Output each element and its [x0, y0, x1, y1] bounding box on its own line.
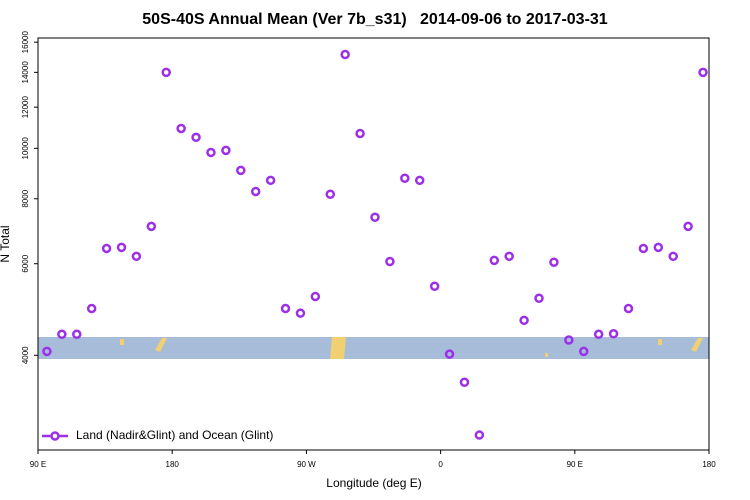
- x-tick-label: 90 E: [30, 460, 46, 469]
- x-tick-label: 180: [166, 460, 180, 469]
- x-tick-label: 90 E: [567, 460, 583, 469]
- land-patch: [545, 353, 548, 357]
- data-point: [489, 255, 500, 266]
- land-mask: [38, 337, 709, 359]
- land-patch: [658, 339, 662, 345]
- data-point: [549, 257, 559, 267]
- data-point: [429, 281, 440, 292]
- chart-title: 50S-40S Annual Mean (Ver 7b_s31) 2014-09…: [142, 11, 608, 28]
- data-point: [340, 49, 350, 60]
- y-tick-label: 14000: [21, 61, 30, 84]
- data-point: [534, 293, 544, 303]
- data-point: [504, 251, 514, 262]
- data-point: [578, 346, 589, 357]
- land-patch: [120, 339, 124, 345]
- data-point: [325, 189, 336, 200]
- land-patch: [155, 338, 167, 352]
- data-point: [593, 329, 604, 340]
- data-point: [57, 329, 67, 340]
- x-axis-label: Longitude (deg E): [326, 476, 421, 490]
- data-point: [474, 430, 485, 440]
- plot-frame: [37, 37, 710, 451]
- y-axis-label: N Total: [0, 225, 12, 262]
- data-point: [191, 132, 201, 143]
- data-point: [236, 165, 246, 176]
- data-point: [280, 303, 291, 314]
- data-point: [698, 67, 708, 78]
- data-point: [459, 377, 470, 388]
- data-point: [519, 315, 529, 326]
- y-tick-label: 12000: [21, 95, 30, 118]
- data-point: [623, 303, 634, 314]
- data-point: [265, 175, 276, 186]
- data-point: [42, 346, 52, 357]
- data-point: [161, 67, 171, 78]
- y-tick-label: 16000: [21, 31, 30, 54]
- data-point: [444, 349, 455, 359]
- x-tick-label: 0: [438, 460, 443, 469]
- data-point: [86, 303, 97, 314]
- data-point: [206, 147, 216, 158]
- data-point: [295, 308, 306, 318]
- data-point: [683, 221, 693, 232]
- y-tick-label: 8000: [21, 189, 30, 207]
- data-point: [355, 128, 365, 139]
- data-point: [638, 243, 649, 254]
- data-point: [400, 173, 410, 183]
- data-point: [564, 335, 574, 345]
- y-tick-label: 6000: [21, 254, 30, 272]
- data-point: [221, 145, 231, 156]
- y-tick-label: 4000: [21, 346, 30, 364]
- land-patch: [691, 338, 703, 352]
- data-point: [250, 186, 261, 197]
- x-tick-label: 90 W: [297, 460, 316, 469]
- data-point: [370, 212, 380, 223]
- data-point: [385, 256, 395, 267]
- data-point: [608, 329, 619, 339]
- x-tick-label: 180: [702, 460, 716, 469]
- data-point: [414, 175, 425, 186]
- data-point: [131, 251, 142, 262]
- legend-marker: [50, 431, 60, 441]
- data-point: [176, 123, 186, 134]
- ocean-band: [38, 337, 709, 359]
- data-point: [72, 329, 82, 340]
- data-point: [653, 242, 664, 253]
- data-point: [101, 243, 112, 254]
- data-point: [146, 221, 157, 232]
- data-point: [310, 291, 321, 302]
- data-point: [116, 242, 127, 253]
- y-tick-label: 10000: [21, 137, 30, 160]
- data-point: [668, 251, 678, 262]
- land-patch: [330, 337, 346, 359]
- legend-label: Land (Nadir&Glint) and Ocean (Glint): [76, 428, 273, 442]
